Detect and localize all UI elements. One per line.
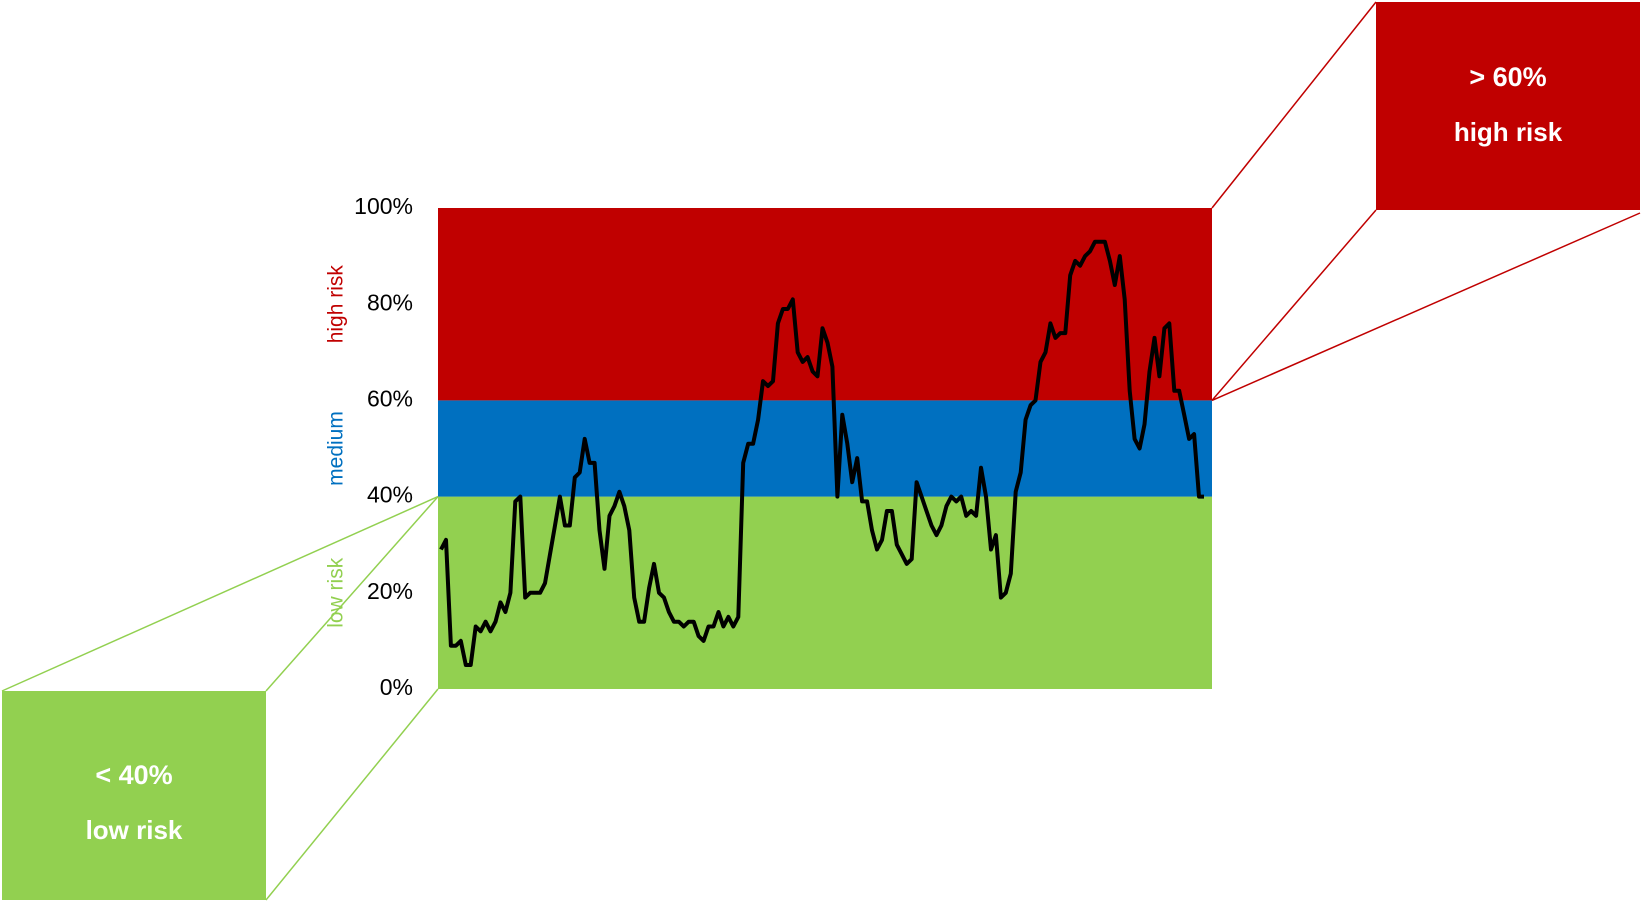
y-tick-label: 60%: [367, 385, 413, 411]
band-label: high risk: [325, 265, 348, 344]
callout-box: [2, 691, 266, 900]
callout-connector: [1211, 1, 1377, 209]
band-label: medium: [325, 411, 348, 486]
callout-value: > 60%: [1469, 62, 1546, 92]
y-tick-label: 40%: [367, 482, 413, 508]
y-tick-label: 100%: [354, 193, 413, 219]
risk-band: [438, 400, 1212, 497]
callout-label: high risk: [1454, 117, 1563, 147]
y-tick-label: 0%: [380, 674, 413, 700]
callout-connector: [1211, 209, 1377, 401]
callout-label: low risk: [86, 815, 183, 845]
callout-value: < 40%: [95, 760, 172, 790]
data-line: [439, 239, 1204, 667]
band-label: low risk: [325, 557, 348, 628]
callout-connector: [1, 495, 439, 692]
callout-connector: [265, 688, 439, 901]
callout-connector: [1211, 212, 1641, 402]
risk-band: [438, 208, 1212, 401]
risk-band: [438, 496, 1212, 689]
y-tick-label: 80%: [367, 289, 413, 315]
callout-box: [1376, 2, 1640, 210]
y-tick-label: 20%: [367, 578, 413, 604]
callout-connector: [265, 496, 439, 692]
